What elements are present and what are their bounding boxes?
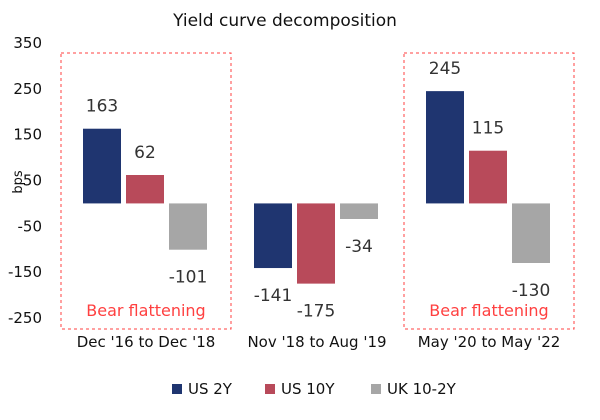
highlight-box [403, 52, 575, 330]
legend-swatch [172, 384, 182, 394]
bar [512, 203, 550, 263]
bar [469, 150, 507, 204]
data-label: -130 [512, 281, 551, 301]
category-label: May '20 to May '22 [418, 333, 561, 351]
y-tick-label: -50 [18, 217, 43, 235]
y-tick-label: -150 [8, 263, 42, 281]
y-tick-label: 350 [13, 34, 42, 52]
legend: US 2Y US 10Y UK 10-2Y [172, 380, 457, 398]
data-label: -34 [345, 237, 373, 257]
bar [169, 203, 207, 250]
y-tick-label: 250 [13, 80, 42, 98]
data-label: -141 [254, 286, 293, 306]
legend-label: UK 10-2Y [387, 380, 457, 398]
y-axis-ticks: 350 250 150 50 -50 -150 -250 [8, 34, 42, 327]
legend-label: US 2Y [188, 380, 233, 398]
bar [340, 203, 378, 219]
data-label: 115 [472, 119, 504, 139]
highlight-box [60, 52, 232, 330]
legend-swatch [371, 384, 381, 394]
data-label: 62 [134, 143, 156, 163]
bar [426, 91, 464, 204]
bar [254, 203, 292, 269]
data-label: -175 [297, 302, 336, 322]
data-label: 163 [86, 97, 118, 117]
category-label: Nov '18 to Aug '19 [247, 333, 386, 351]
bar [126, 175, 164, 204]
data-label: 245 [429, 59, 461, 79]
legend-swatch [265, 384, 275, 394]
bar [297, 203, 335, 284]
category-labels: Dec '16 to Dec '18 Nov '18 to Aug '19 May … [77, 333, 561, 351]
highlight-boxes: Bear flattening Bear flattening [60, 52, 575, 330]
y-axis-label: bps [11, 170, 26, 194]
legend-label: US 10Y [281, 380, 335, 398]
y-tick-label: 50 [23, 172, 42, 190]
highlight-label: Bear flattening [429, 301, 548, 320]
highlight-label: Bear flattening [86, 301, 205, 320]
bars [83, 91, 550, 284]
category-label: Dec '16 to Dec '18 [77, 333, 216, 351]
data-labels: 163 -141 245 62 -175 115 -101 -34 -130 [86, 59, 551, 322]
bar [83, 128, 121, 204]
y-tick-label: -250 [8, 309, 42, 327]
y-tick-label: 150 [13, 126, 42, 144]
chart-title: Yield curve decomposition [172, 11, 397, 31]
data-label: -101 [169, 268, 208, 288]
